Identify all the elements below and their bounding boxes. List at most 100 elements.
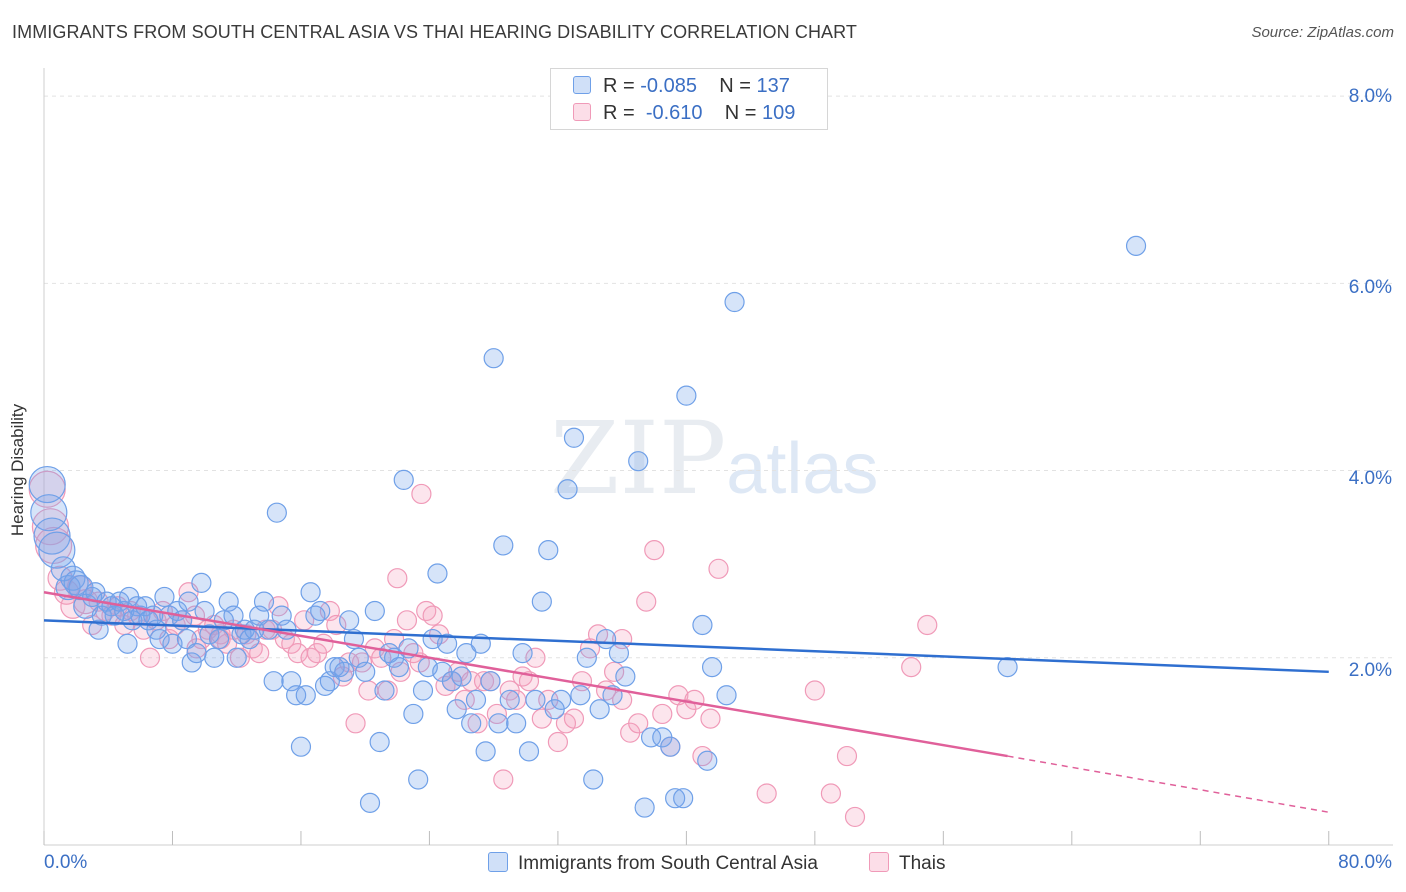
immigrants-point xyxy=(673,788,694,809)
watermark-atlas: atlas xyxy=(726,429,879,509)
thais-point xyxy=(525,647,546,668)
watermark-zip: ZIP xyxy=(550,400,727,517)
thais-point xyxy=(820,783,842,804)
immigrants-point xyxy=(324,657,345,678)
immigrants-point xyxy=(300,582,321,603)
thais-point xyxy=(473,671,495,692)
immigrants-point xyxy=(506,713,527,734)
immigrants-point xyxy=(199,624,220,645)
thais-point xyxy=(387,568,408,589)
immigrants-point xyxy=(208,628,230,650)
immigrants-point xyxy=(403,703,424,725)
immigrants-point xyxy=(716,685,737,706)
immigrants-point xyxy=(512,642,533,664)
legend-item-immigrants: Immigrants from South Central Asia xyxy=(488,852,818,875)
thais-point xyxy=(756,783,777,804)
immigrants-point xyxy=(615,666,636,687)
legend-n-label: N = xyxy=(719,75,751,97)
immigrants-point xyxy=(640,727,662,748)
immigrants-point xyxy=(290,736,312,757)
immigrants-point xyxy=(676,385,697,406)
immigrants-point xyxy=(451,666,472,687)
thais-point xyxy=(249,642,270,664)
immigrants-point xyxy=(408,769,429,790)
immigrants-point xyxy=(355,661,376,682)
immigrants-point xyxy=(50,556,76,582)
thais-point xyxy=(467,713,488,734)
immigrants-point xyxy=(499,689,520,710)
immigrants-point xyxy=(538,540,559,561)
immigrants-point xyxy=(33,517,71,555)
immigrants-point xyxy=(334,661,355,682)
immigrants-point xyxy=(154,586,175,608)
immigrants-point xyxy=(412,680,434,701)
immigrants-point xyxy=(374,680,395,701)
thais-point xyxy=(684,689,705,710)
immigrants-point xyxy=(563,427,585,448)
thais-point xyxy=(836,745,858,767)
immigrants-point xyxy=(701,657,723,678)
x-tick-label-min: 0.0% xyxy=(44,852,88,873)
thais-point xyxy=(31,508,70,546)
thais-point xyxy=(547,731,569,753)
immigrants-point xyxy=(456,642,477,664)
immigrants-point xyxy=(483,348,504,369)
thais-point xyxy=(636,591,657,612)
immigrants-point xyxy=(465,689,487,710)
thais-point xyxy=(652,703,673,725)
immigrants-point xyxy=(608,642,630,664)
immigrants-point xyxy=(665,788,686,809)
legend-n-value: 109 xyxy=(762,102,796,124)
thais-point xyxy=(844,806,866,828)
immigrants-point xyxy=(427,563,448,584)
thais-point xyxy=(604,661,625,682)
y-tick-label-6: 6.0% xyxy=(1348,277,1392,298)
immigrants-point xyxy=(628,451,649,472)
immigrants-point xyxy=(997,657,1018,678)
thais-point xyxy=(644,540,665,561)
immigrants-point xyxy=(634,797,655,818)
immigrants-point xyxy=(441,671,463,692)
immigrants-point xyxy=(253,591,275,612)
legend-swatch-pink xyxy=(573,103,591,121)
legend-item-thais: Thais xyxy=(869,852,945,875)
immigrants-point xyxy=(660,736,681,757)
immigrants-point xyxy=(525,689,546,710)
immigrants-point xyxy=(63,570,89,596)
immigrants-point xyxy=(488,713,509,734)
immigrants-point xyxy=(493,535,514,556)
chart-title: IMMIGRANTS FROM SOUTH CENTRAL ASIA VS TH… xyxy=(12,22,858,42)
thais-trend-line-extension xyxy=(1007,755,1329,813)
legend-swatch-thais xyxy=(869,852,889,872)
immigrants-point xyxy=(369,731,390,753)
thais-point xyxy=(804,680,825,701)
immigrants-point xyxy=(531,591,552,612)
immigrants-point xyxy=(295,685,316,706)
immigrants-point xyxy=(310,600,331,622)
source-label: Source: ZipAtlas.com xyxy=(1251,24,1394,41)
immigrants-point xyxy=(551,689,572,710)
immigrants-point xyxy=(692,614,713,636)
legend-label-thais: Thais xyxy=(899,853,946,874)
immigrants-point xyxy=(364,600,385,622)
immigrants-point xyxy=(191,572,212,593)
immigrants-point xyxy=(388,657,410,678)
immigrants-point xyxy=(583,769,604,790)
correlation-legend: R = -0.085 N = 137 R = -0.610 N = 109 xyxy=(550,68,828,130)
immigrants-point xyxy=(181,652,202,673)
legend-label-immigrants: Immigrants from South Central Asia xyxy=(518,853,818,874)
legend-swatch-blue xyxy=(573,76,591,94)
legend-swatch-immigrants xyxy=(488,852,508,872)
immigrants-point xyxy=(186,642,207,664)
immigrants-point xyxy=(480,671,501,692)
thais-point xyxy=(628,713,649,734)
immigrants-point xyxy=(570,685,591,706)
thais-point xyxy=(396,610,418,631)
immigrants-point xyxy=(359,792,381,813)
immigrants-point xyxy=(30,494,68,532)
thais-point xyxy=(345,713,366,734)
y-tick-label-4: 4.0% xyxy=(1348,468,1392,489)
thais-point xyxy=(313,633,334,654)
thais-point xyxy=(901,657,922,678)
